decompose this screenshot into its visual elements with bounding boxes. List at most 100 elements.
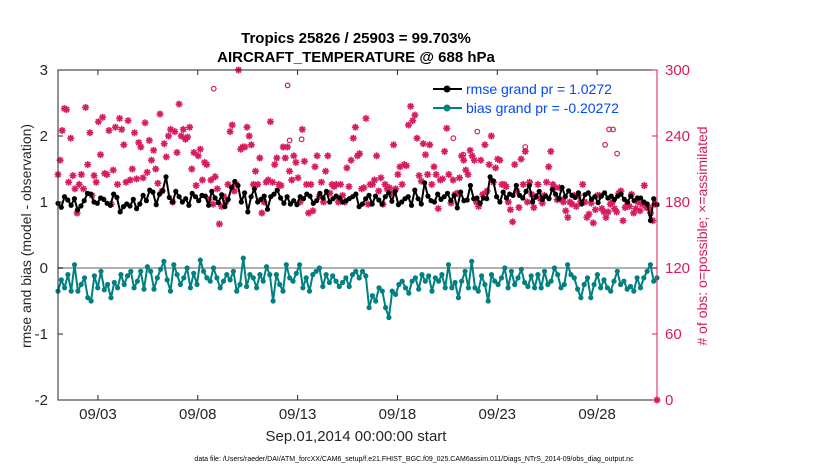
obs-count-point xyxy=(139,174,147,182)
obs-count-point xyxy=(487,132,495,140)
bias-series-point xyxy=(508,268,514,274)
obs-count-point xyxy=(269,178,276,186)
bias-series-point xyxy=(244,283,250,290)
bias-series-point xyxy=(522,279,528,286)
obs-mark-d2 xyxy=(112,124,119,131)
bias-series-point xyxy=(151,286,157,292)
rmse-series-point xyxy=(418,201,424,207)
obs-mark-d2 xyxy=(282,154,289,162)
bias-series-point xyxy=(369,293,375,299)
rmse-series-point xyxy=(225,196,231,202)
obs-count-point xyxy=(241,143,249,151)
obs-mark-d2 xyxy=(549,181,556,188)
obs-mark-d2 xyxy=(103,171,110,178)
rmse-series-point xyxy=(363,196,369,202)
obs-mark-d2 xyxy=(585,211,593,218)
rmse-series-point xyxy=(422,180,428,186)
obs-count-point xyxy=(534,180,542,188)
obs-count-point xyxy=(114,180,121,188)
rmse-series-point xyxy=(75,207,81,213)
obs-count-point xyxy=(152,165,160,173)
obs-count-point xyxy=(456,174,463,182)
rmse-series-point xyxy=(228,184,235,191)
obs-mark-d2 xyxy=(386,184,393,191)
obs-count-point xyxy=(347,156,355,164)
obs-possible-point xyxy=(606,126,612,133)
obs-count-point xyxy=(165,132,172,140)
rmse-series-point xyxy=(441,194,447,200)
obs-mark-d2 xyxy=(299,126,306,133)
bias-series-point xyxy=(144,264,150,270)
rmse-series-point xyxy=(81,198,87,204)
obs-count-point xyxy=(80,185,87,193)
obs-count-point xyxy=(519,180,527,188)
obs-mark-d2 xyxy=(163,153,170,160)
obs-count-point xyxy=(175,100,183,108)
bias-series-point xyxy=(561,281,567,288)
obs-mark-d2 xyxy=(156,110,164,118)
obs-count-point xyxy=(184,133,192,141)
bias-series-point xyxy=(472,285,478,291)
rmse-series-point xyxy=(598,193,605,199)
obs-mark-d2 xyxy=(450,176,457,184)
obs-count-point xyxy=(545,163,553,171)
bias-series-point xyxy=(581,281,587,288)
obs-mark-d2 xyxy=(403,162,410,169)
rmse-series-point xyxy=(628,193,634,199)
obs-count-point xyxy=(351,123,359,131)
obs-count-point xyxy=(173,149,181,156)
bias-series-point xyxy=(399,278,405,284)
obs-count-point xyxy=(92,178,100,186)
left-y-tick-label: -1 xyxy=(35,326,48,343)
bias-series-point xyxy=(346,283,352,290)
rmse-series-point xyxy=(638,195,644,201)
obs-mark-d2 xyxy=(477,157,484,164)
obs-possible-point xyxy=(210,85,217,92)
obs-count-point xyxy=(188,165,196,173)
obs-count-point xyxy=(245,132,253,140)
obs-count-point xyxy=(409,117,417,125)
obs-count-point xyxy=(65,178,73,186)
obs-mark-d2 xyxy=(337,181,344,188)
obs-mark-d2 xyxy=(496,157,503,164)
obs-count-point xyxy=(585,210,593,218)
obs-mark-d2 xyxy=(212,173,219,180)
obs-count-point xyxy=(86,129,94,137)
obs-count-point xyxy=(394,171,402,178)
bias-series-point xyxy=(343,275,349,281)
obs-mark-d2 xyxy=(360,184,367,191)
obs-mark-d2 xyxy=(125,117,132,124)
obs-count-point xyxy=(591,206,599,214)
bias-series-point xyxy=(181,275,187,281)
obs-mark-d2 xyxy=(63,106,70,113)
rmse-series-point xyxy=(539,196,546,202)
bias-series-point xyxy=(565,262,571,268)
obs-count-point xyxy=(362,114,370,122)
obs-count-point xyxy=(470,156,478,164)
bias-series-point xyxy=(558,285,564,291)
bias-series-point xyxy=(101,287,107,293)
obs-count-point xyxy=(543,178,550,186)
obs-mark-d2 xyxy=(445,171,452,178)
obs-count-point xyxy=(228,121,236,129)
bias-series-point xyxy=(571,275,577,281)
obs-count-point xyxy=(273,154,281,162)
rmse-series-point xyxy=(323,188,329,194)
legend-bias-label: bias grand pr = -0.20272 xyxy=(466,100,619,116)
bias-series-point xyxy=(171,262,177,268)
rmse-series-point xyxy=(510,192,516,198)
obs-count-point xyxy=(254,180,262,188)
rmse-series-point xyxy=(212,195,218,201)
obs-mark-d2 xyxy=(59,127,66,134)
obs-count-point xyxy=(602,213,610,221)
rmse-series-point xyxy=(291,198,297,204)
obs-mark-d2 xyxy=(590,219,597,226)
obs-mark-d2 xyxy=(203,161,210,168)
obs-count-point xyxy=(509,218,517,226)
obs-count-point xyxy=(111,123,119,131)
obs-mark-d2 xyxy=(467,147,474,154)
bias-series-point xyxy=(115,285,121,291)
rmse-series-point xyxy=(382,194,388,200)
bias-series-point xyxy=(201,268,207,274)
rmse-series-point xyxy=(651,196,657,202)
